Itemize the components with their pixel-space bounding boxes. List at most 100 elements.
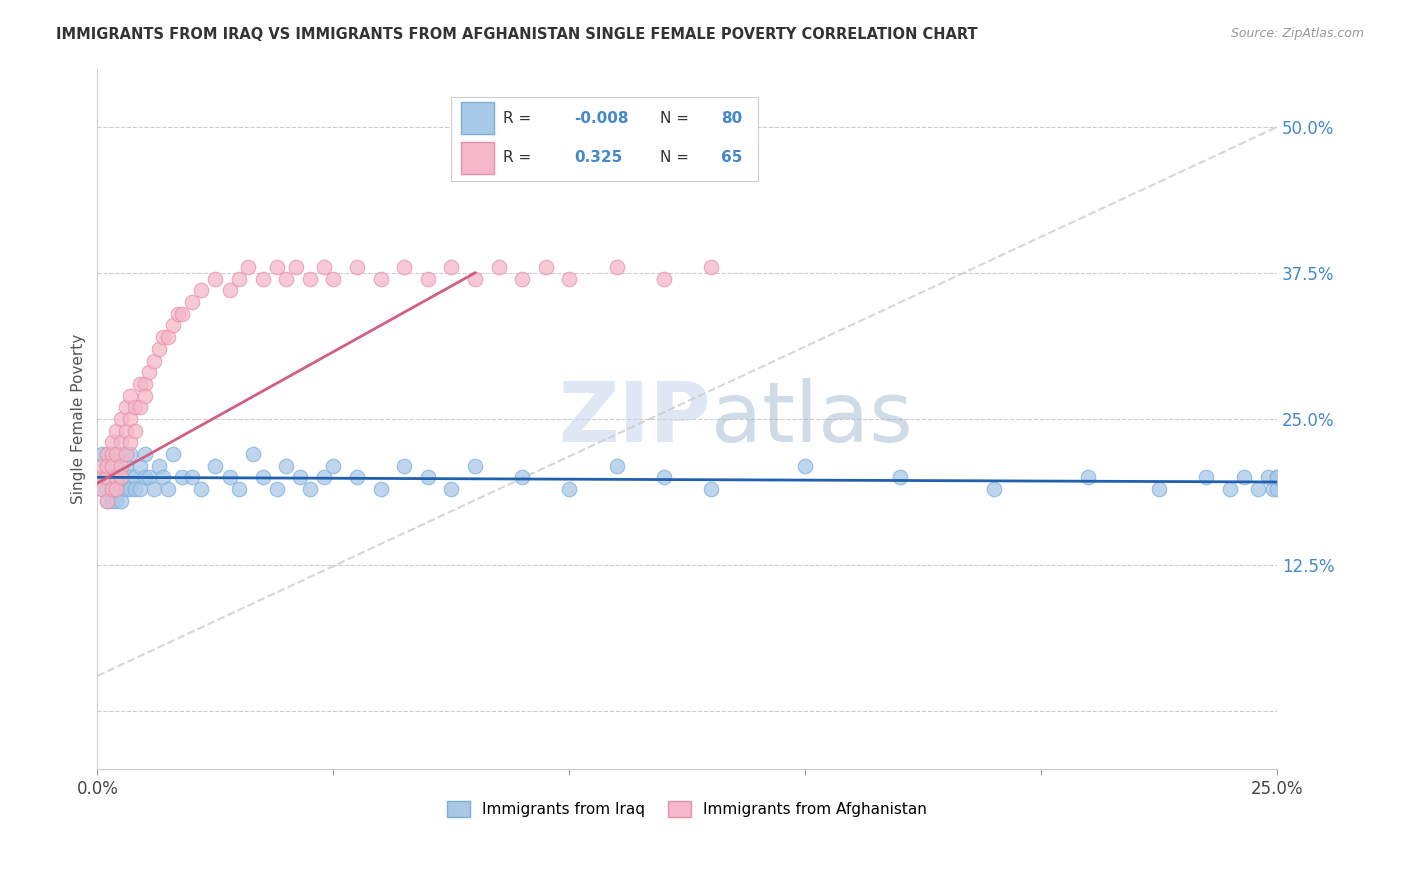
Y-axis label: Single Female Poverty: Single Female Poverty [72,334,86,504]
Point [1247,482,1270,496]
Point [1233,470,1256,484]
Point [120,447,142,461]
Point [276,272,298,286]
Point [91,482,114,496]
Point [96,493,118,508]
Point [700,482,723,496]
Point [346,470,368,484]
Point [120,435,142,450]
Point [124,482,146,496]
Point [110,458,132,473]
Text: IMMIGRANTS FROM IRAQ VS IMMIGRANTS FROM AFGHANISTAN SINGLE FEMALE POVERTY CORREL: IMMIGRANTS FROM IRAQ VS IMMIGRANTS FROM … [56,27,977,42]
Point [180,470,202,484]
Point [284,260,307,274]
Point [110,412,132,426]
Point [312,260,335,274]
Point [152,470,174,484]
Point [110,447,132,461]
Point [1257,470,1279,484]
Point [96,470,118,484]
Point [143,482,166,496]
Point [392,458,415,473]
Point [96,470,118,484]
Point [605,458,627,473]
Point [228,272,250,286]
Point [91,447,114,461]
Point [105,424,128,438]
Point [440,260,463,274]
Point [91,470,114,484]
Point [1265,470,1288,484]
Point [464,272,486,286]
Point [91,470,114,484]
Point [128,482,150,496]
Point [1077,470,1099,484]
Text: ZIP: ZIP [558,378,711,459]
Point [114,458,136,473]
Point [114,447,136,461]
Point [1265,470,1288,484]
Point [416,272,439,286]
Point [110,470,132,484]
Point [266,482,288,496]
Point [1265,482,1288,496]
Point [114,482,136,496]
Point [252,272,274,286]
Point [100,482,122,496]
Point [290,470,312,484]
Point [242,447,264,461]
Point [238,260,260,274]
Point [105,470,128,484]
Point [138,365,160,379]
Point [100,493,122,508]
Point [218,284,240,298]
Point [266,260,288,274]
Point [558,272,581,286]
Point [143,353,166,368]
Point [218,470,240,484]
Point [983,482,1005,496]
Point [700,260,723,274]
Point [124,401,146,415]
Point [105,447,128,461]
Point [204,458,226,473]
Point [114,447,136,461]
Point [558,482,581,496]
Point [96,447,118,461]
Point [652,470,675,484]
Point [416,470,439,484]
Point [110,493,132,508]
Point [298,482,321,496]
Point [889,470,911,484]
Point [148,342,170,356]
Point [440,482,463,496]
Point [110,435,132,450]
Point [120,412,142,426]
Point [392,260,415,274]
Point [172,470,194,484]
Point [124,424,146,438]
Point [91,458,114,473]
Point [96,482,118,496]
Point [100,482,122,496]
Text: Source: ZipAtlas.com: Source: ZipAtlas.com [1230,27,1364,40]
Point [162,318,184,333]
Point [100,447,122,461]
Text: atlas: atlas [711,378,912,459]
Point [652,272,675,286]
Point [134,376,156,391]
Point [100,435,122,450]
Point [510,272,533,286]
Point [110,482,132,496]
Point [510,470,533,484]
Point [96,447,118,461]
Point [298,272,321,286]
Point [370,272,392,286]
Point [124,470,146,484]
Point [190,482,212,496]
Point [190,284,212,298]
Point [138,470,160,484]
Point [100,458,122,473]
Point [322,272,344,286]
Point [100,470,122,484]
